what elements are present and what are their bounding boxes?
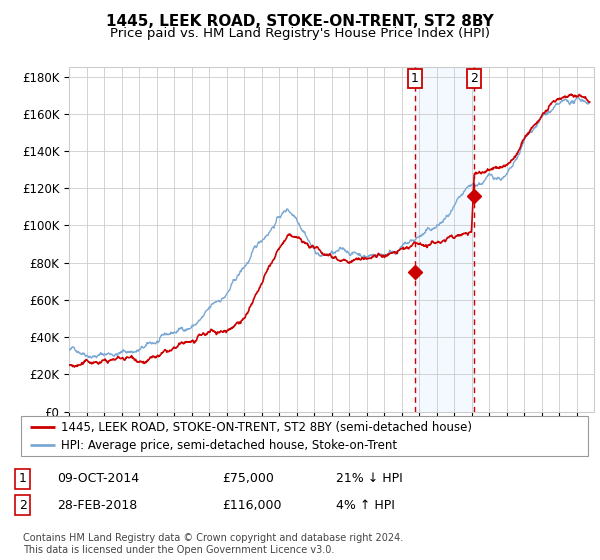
- Bar: [415, 67, 475, 412]
- Text: 09-OCT-2014: 09-OCT-2014: [57, 472, 139, 486]
- Text: £116,000: £116,000: [222, 498, 281, 512]
- Text: 21% ↓ HPI: 21% ↓ HPI: [336, 472, 403, 486]
- Text: Price paid vs. HM Land Registry's House Price Index (HPI): Price paid vs. HM Land Registry's House …: [110, 27, 490, 40]
- Text: 1: 1: [19, 472, 27, 486]
- Text: 1445, LEEK ROAD, STOKE-ON-TRENT, ST2 8BY: 1445, LEEK ROAD, STOKE-ON-TRENT, ST2 8BY: [106, 14, 494, 29]
- Text: 4% ↑ HPI: 4% ↑ HPI: [336, 498, 395, 512]
- Text: Contains HM Land Registry data © Crown copyright and database right 2024.
This d: Contains HM Land Registry data © Crown c…: [23, 533, 403, 555]
- Text: HPI: Average price, semi-detached house, Stoke-on-Trent: HPI: Average price, semi-detached house,…: [61, 438, 397, 451]
- Text: 28-FEB-2018: 28-FEB-2018: [57, 498, 137, 512]
- Text: 1: 1: [411, 72, 419, 85]
- Text: 1445, LEEK ROAD, STOKE-ON-TRENT, ST2 8BY (semi-detached house): 1445, LEEK ROAD, STOKE-ON-TRENT, ST2 8BY…: [61, 421, 472, 434]
- Text: 2: 2: [470, 72, 478, 85]
- Text: 2: 2: [19, 498, 27, 512]
- Text: £75,000: £75,000: [222, 472, 274, 486]
